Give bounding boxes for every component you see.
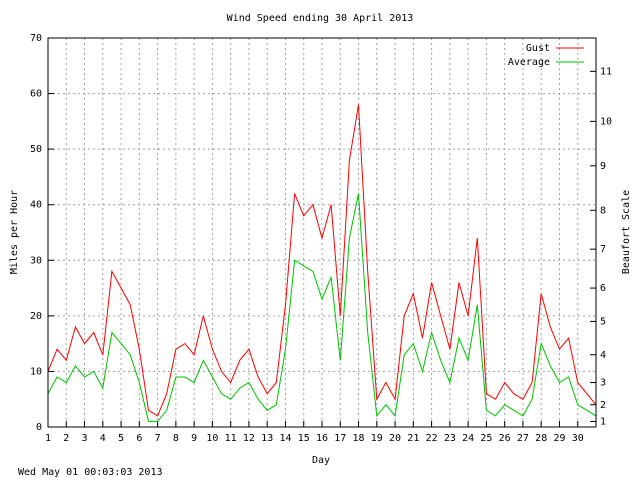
y-tick-label: 0 <box>36 422 42 433</box>
x-tick-label: 13 <box>261 433 273 444</box>
y-tick-label: 70 <box>30 33 42 44</box>
x-tick-label: 30 <box>572 433 584 444</box>
y-tick-label: 10 <box>30 366 42 377</box>
x-tick-label: 20 <box>389 433 401 444</box>
x-tick-label: 16 <box>316 433 328 444</box>
line-series <box>47 104 597 417</box>
x-tick-label: 19 <box>371 433 383 444</box>
x-tick-label: 18 <box>353 433 365 444</box>
x-tick-label: 15 <box>298 433 310 444</box>
x-tick-label: 25 <box>480 433 492 444</box>
chart-title: Wind Speed ending 30 April 2013 <box>227 13 414 24</box>
x-tick-label: 29 <box>553 433 565 444</box>
y2-tick-label: 10 <box>600 116 612 127</box>
plot-frame <box>47 37 597 428</box>
line-series <box>47 193 597 422</box>
x-tick-label: 22 <box>426 433 438 444</box>
x-tick-label: 4 <box>100 433 106 444</box>
x-tick-label: 12 <box>243 433 255 444</box>
legend-label: Average <box>508 57 550 68</box>
y2-tick-label: 11 <box>600 66 612 77</box>
x-tick-label: 14 <box>279 433 291 444</box>
y2-tick-label: 9 <box>600 161 606 172</box>
x-tick-label: 28 <box>535 433 547 444</box>
x-tick-label: 3 <box>82 433 88 444</box>
x-tick-label: 5 <box>118 433 124 444</box>
x-tick-label: 9 <box>191 433 197 444</box>
legend-label: Gust <box>526 43 550 54</box>
x-tick-label: 23 <box>444 433 456 444</box>
y-tick-label: 40 <box>30 200 42 211</box>
y2-tick-label: 3 <box>600 378 606 389</box>
y2-axis-label: Beaufort Scale <box>621 190 632 274</box>
y-tick-label: 50 <box>30 144 42 155</box>
x-tick-label: 6 <box>136 433 142 444</box>
x-tick-label: 24 <box>462 433 474 444</box>
x-tick-label: 11 <box>225 433 237 444</box>
y2-tick-label: 6 <box>600 283 606 294</box>
x-axis-label: Day <box>312 455 330 466</box>
x-tick-label: 10 <box>206 433 218 444</box>
y-tick-label: 60 <box>30 89 42 100</box>
y-axis-label: Miles per Hour <box>9 190 20 274</box>
y2-tick-label: 5 <box>600 316 606 327</box>
footer: Wed May 01 00:03:03 2013 <box>18 467 163 478</box>
y2-tick-label: 1 <box>600 416 606 427</box>
y2-tick-label: 8 <box>600 205 606 216</box>
x-tick-label: 21 <box>407 433 419 444</box>
x-tick-label: 26 <box>499 433 511 444</box>
y2-tick-label: 7 <box>600 244 606 255</box>
x-tick-label: 27 <box>517 433 529 444</box>
x-tick-label: 8 <box>173 433 179 444</box>
y2-tick-label: 4 <box>600 350 606 361</box>
x-tick-label: 17 <box>334 433 346 444</box>
y-tick-label: 30 <box>30 255 42 266</box>
y2-tick-label: 2 <box>600 400 606 411</box>
y-tick-label: 20 <box>30 311 42 322</box>
x-tick-label: 7 <box>155 433 161 444</box>
x-tick-label: 1 <box>45 433 51 444</box>
x-tick-label: 2 <box>63 433 69 444</box>
